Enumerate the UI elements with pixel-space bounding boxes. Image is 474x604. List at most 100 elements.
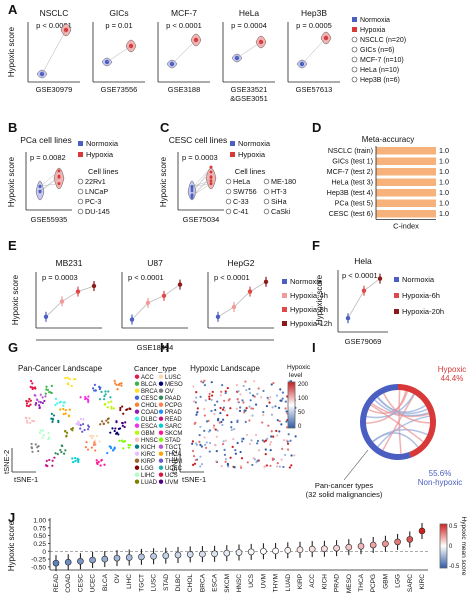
panel-c-cell-line-5: SiHa — [271, 197, 287, 206]
panel-g-point-29-7 — [103, 398, 106, 401]
panel-e-point-1-0 — [129, 317, 135, 322]
panel-g-point-6-4 — [59, 400, 62, 403]
panel-h-point-63 — [222, 406, 225, 409]
panel-h-point-256 — [199, 395, 202, 398]
panel-g-legend-label-a3: CESC — [141, 396, 158, 402]
panel-h-point-130 — [257, 387, 260, 390]
panel-j-pct-hypoxic: 44.4% — [441, 374, 464, 383]
panel-f-ylabel: Hypoxic score — [315, 274, 324, 325]
panel-g-point-25-7 — [123, 439, 126, 443]
panel-c-legend-swatch-1 — [230, 152, 235, 157]
panel-d-bar-4 — [376, 189, 436, 197]
panel-e-legend-label-3: Hypoxia-12h — [290, 319, 332, 328]
panel-i-category-12: BRCA — [199, 573, 206, 592]
panel-a-pvalue-2: p < 0.0001 — [166, 21, 202, 30]
panel-g-point-25-6 — [120, 439, 124, 442]
panel-e-pvalue-0: p = 0.0003 — [42, 273, 78, 282]
panel-i-category-18: THYM — [273, 574, 280, 592]
panel-g-point-6-3 — [62, 404, 65, 407]
panel-i-point-21 — [308, 545, 316, 553]
panel-i-point-6 — [125, 554, 133, 561]
panel-h-point-32 — [248, 442, 251, 446]
panel-h-point-167 — [270, 430, 273, 433]
panel-h-point-249 — [269, 440, 272, 444]
panel-i-point-5 — [113, 554, 121, 562]
panel-d-category-3: HeLa (test 3) — [331, 178, 373, 187]
panel-g-point-13-6 — [119, 408, 122, 412]
panel-j-chord-3 — [398, 390, 402, 454]
panel-h-point-231 — [203, 407, 206, 411]
panel-h-point-95 — [194, 458, 198, 462]
panel-c-pair-line-7 — [191, 167, 212, 195]
panel-a-pvalue-0: p < 0.0001 — [36, 21, 72, 30]
panel-g-legend-label-a11: KIRC — [141, 452, 156, 458]
panel-i-category-6: LIHC — [126, 574, 133, 589]
panel-h-point-175 — [202, 381, 205, 384]
panel-letter-d: D — [312, 120, 321, 135]
panel-i-colorbar-tick-0: 0.5 — [449, 524, 458, 530]
panel-h-point-247 — [243, 411, 246, 414]
panel-i-point-24 — [345, 543, 353, 551]
panel-g-legend-dot-b0 — [158, 374, 164, 379]
panel-g-point-27-0 — [62, 407, 65, 411]
panel-g-point-26-6 — [44, 395, 47, 398]
panel-g-point-1-7 — [44, 392, 47, 395]
panel-h-point-113 — [226, 462, 229, 465]
panel-g-point-22-4 — [48, 458, 51, 462]
panel-h-point-222 — [218, 421, 221, 424]
panel-g-point-0-3 — [29, 379, 33, 383]
panel-e-legend-swatch-0 — [282, 279, 287, 284]
panel-h-point-94 — [210, 394, 214, 397]
panel-b-pair-line-2 — [39, 175, 60, 192]
panel-e-legend-label-1: Hypoxia-4h — [290, 291, 328, 300]
panel-c-pair-line-5 — [191, 183, 212, 197]
panel-g-point-21-2 — [113, 447, 116, 450]
panel-g-point-14-1 — [48, 436, 51, 439]
panel-a-legend-label-4: MCF-7 (n=10) — [360, 57, 404, 64]
panel-h-point-22 — [221, 408, 225, 411]
panel-f-title: Hela — [354, 256, 372, 266]
panel-g-title: Pan-Cancer Landscape — [18, 364, 103, 373]
panel-g-point-26-0 — [39, 393, 42, 396]
panel-h-point-234 — [280, 399, 283, 402]
panel-g-point-0-6 — [31, 387, 34, 391]
panel-g-point-11-6 — [77, 423, 80, 426]
panel-h-point-229 — [271, 458, 275, 461]
panel-i-category-26: PCPG — [370, 574, 377, 592]
panel-h-point-75 — [275, 465, 279, 468]
panel-i-ytick-label-0: 1.00 — [33, 518, 46, 525]
panel-h-point-2 — [269, 396, 272, 399]
panel-c-cell-line-marker-3 — [263, 188, 270, 195]
panel-j-caption: Pan-cancer types — [315, 481, 374, 490]
panel-i-ytick-label-5: -0.25 — [31, 557, 46, 564]
panel-a-title-0: NSCLC — [40, 8, 69, 18]
panel-g-point-14-0 — [41, 429, 45, 432]
panel-g-point-9-1 — [26, 421, 29, 424]
panel-e-point-2-3 — [263, 279, 269, 284]
panel-h-point-124 — [219, 406, 222, 410]
panel-h-point-53 — [232, 428, 236, 431]
panel-j-caption-2: (32 solid malignancies) — [306, 490, 383, 499]
panel-g-point-0-5 — [31, 382, 34, 385]
panel-h-point-208 — [276, 434, 279, 437]
panel-g-point-3-0 — [93, 389, 96, 392]
panel-h-point-38 — [281, 447, 284, 450]
panel-h-point-220 — [204, 446, 208, 449]
panel-d-value-label-2: 1.0 — [439, 167, 449, 176]
panel-c-cell-line-6: C-41 — [233, 207, 249, 216]
panel-g-point-28-3 — [81, 422, 85, 426]
panel-g-point-14-5 — [42, 433, 45, 437]
panel-d-bar-3 — [376, 178, 436, 186]
panel-h-point-66 — [213, 412, 216, 416]
panel-i-category-0: READ — [53, 574, 60, 592]
panel-b-cell-line-2: PC-3 — [85, 197, 101, 206]
panel-b-pair-line-1 — [39, 170, 60, 187]
panel-h-point-91 — [258, 449, 261, 452]
panel-h-point-123 — [245, 406, 248, 410]
panel-h-point-139 — [285, 410, 288, 413]
panel-g-legend-dot-a5 — [134, 409, 140, 414]
panel-i-ytick-label-1: 0.75 — [33, 525, 46, 532]
panel-i-ylabel: Hypoxic score — [7, 520, 16, 571]
panel-g-point-1-6 — [48, 391, 51, 394]
panel-h-point-137 — [252, 394, 255, 397]
